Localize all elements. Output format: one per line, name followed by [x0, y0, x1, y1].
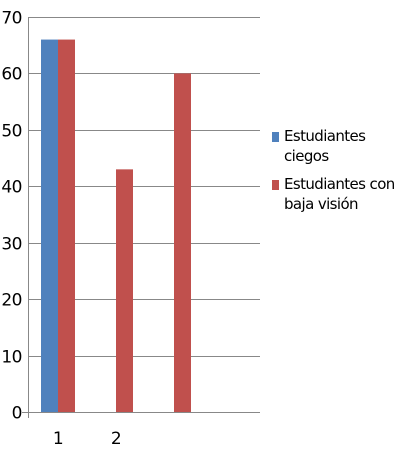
y-tick-label-20: 20	[1, 291, 22, 311]
y-tick-label-70: 70	[1, 9, 22, 29]
legend-swatch-estudiantes-ciegos	[272, 132, 279, 142]
legend-label-estudiantes-ciegos: Estudiantes ciegos	[284, 127, 366, 165]
bar-estudiantes-con-baja-vision-3	[174, 73, 191, 412]
y-tick-label-60: 60	[1, 65, 22, 85]
y-tick-label-30: 30	[1, 235, 22, 255]
x-tick-label-2: 2	[111, 429, 121, 449]
y-tick-label-10: 10	[1, 348, 22, 368]
legend-swatch-estudiantes-con-baja-vision	[272, 180, 279, 190]
legend: Estudiantes ciegos Estudiantes con baja …	[272, 126, 395, 222]
legend-label-estudiantes-con-baja-vision: Estudiantes con baja visión	[284, 175, 395, 213]
legend-item-estudiantes-con-baja-vision: Estudiantes con baja visión	[272, 174, 395, 214]
bar-estudiantes-con-baja-vision-2	[116, 169, 133, 412]
bar-estudiantes-con-baja-vision-1	[58, 39, 75, 412]
legend-item-estudiantes-ciegos: Estudiantes ciegos	[272, 126, 395, 166]
x-tick-label-1: 1	[53, 429, 63, 449]
y-tick-label-50: 50	[1, 122, 22, 142]
bars	[41, 39, 191, 412]
y-axis-tick-labels: 0 10 20 30 40 50 60 70	[1, 9, 22, 424]
axes	[22, 17, 260, 418]
y-tick-label-0: 0	[12, 404, 22, 424]
bar-estudiantes-ciegos-1	[41, 39, 58, 412]
y-tick-label-40: 40	[1, 178, 22, 198]
